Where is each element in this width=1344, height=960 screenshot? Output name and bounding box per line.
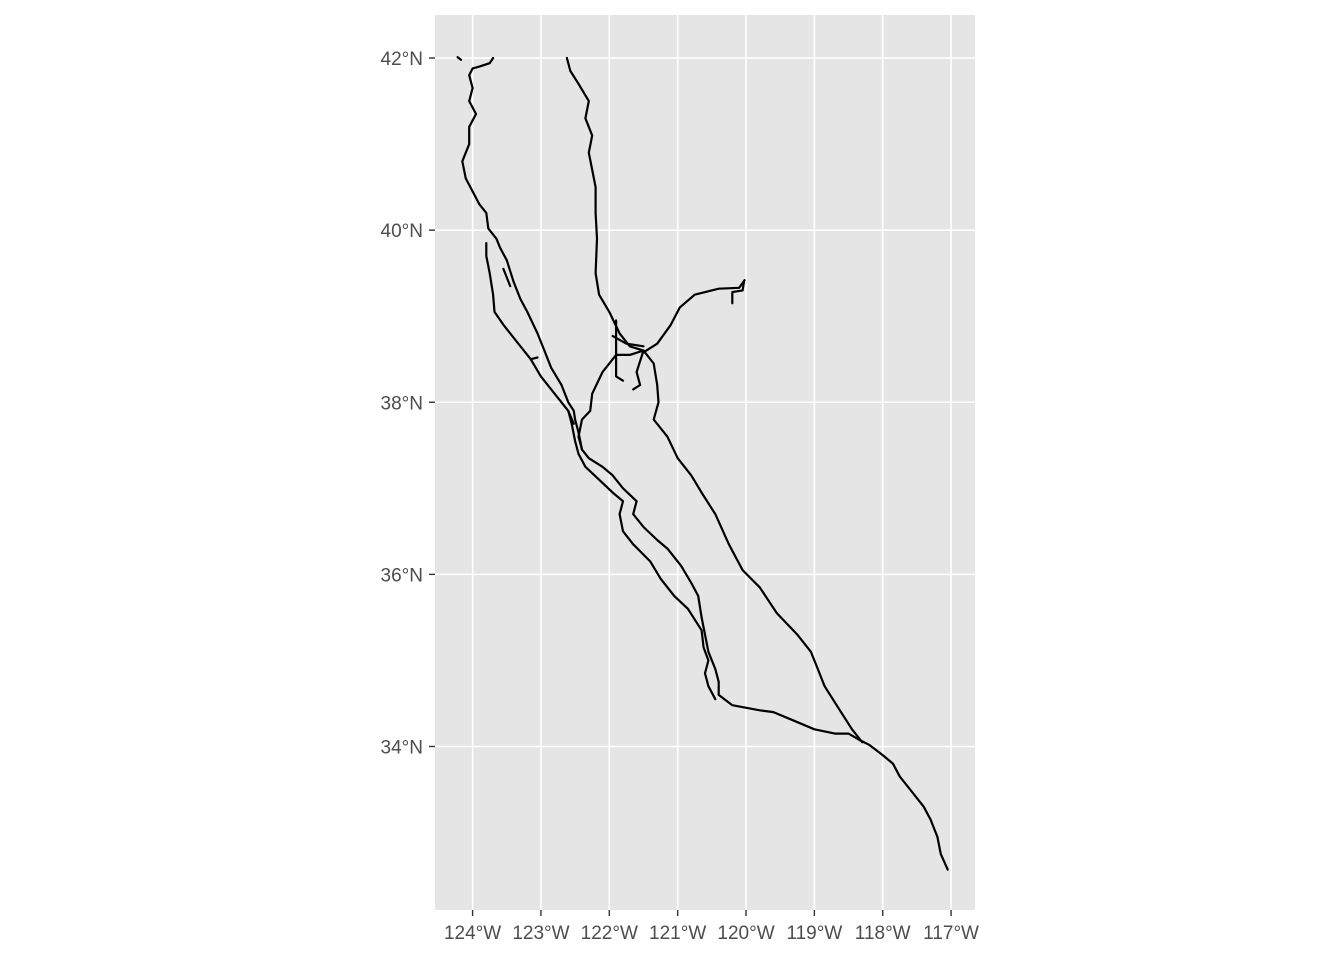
route-line [565, 56, 864, 744]
x-axis-tick-labels: 124°W 123°W 122°W 121°W 120°W 119°W 118°W 117°W [444, 923, 979, 944]
x-axis-tick-label: 121°W [649, 923, 706, 944]
route-line [731, 280, 746, 305]
gridlines [435, 15, 975, 910]
y-axis-tick-label: 38°N [381, 393, 423, 414]
route-line [456, 56, 463, 61]
route-line [529, 356, 539, 361]
y-axis-tick-label: 36°N [381, 565, 423, 586]
y-axis-tick-label: 40°N [381, 221, 423, 242]
route-lines [456, 56, 949, 871]
x-axis-tick-label: 119°W [786, 923, 842, 944]
tick-marks [429, 57, 952, 916]
x-axis-tick-label: 117°W [923, 923, 979, 944]
y-axis-tick-labels: 34°N 36°N 38°N 40°N 42°N [381, 49, 423, 758]
route-line [632, 349, 645, 391]
map-panel [435, 15, 975, 910]
x-axis-tick-label: 124°W [444, 923, 501, 944]
x-axis-tick-label: 118°W [855, 923, 911, 944]
x-axis-tick-label: 123°W [512, 923, 569, 944]
route-line [567, 409, 575, 425]
x-axis-tick-label: 120°W [717, 923, 774, 944]
x-axis-tick-label: 122°W [581, 923, 638, 944]
route-line [577, 349, 645, 451]
route-line [642, 279, 746, 354]
route-line [502, 267, 512, 288]
route-line [485, 242, 717, 701]
route-line [611, 334, 645, 348]
y-axis-tick-label: 42°N [381, 49, 423, 70]
y-axis-tick-label: 34°N [381, 737, 423, 758]
route-line [461, 56, 949, 871]
